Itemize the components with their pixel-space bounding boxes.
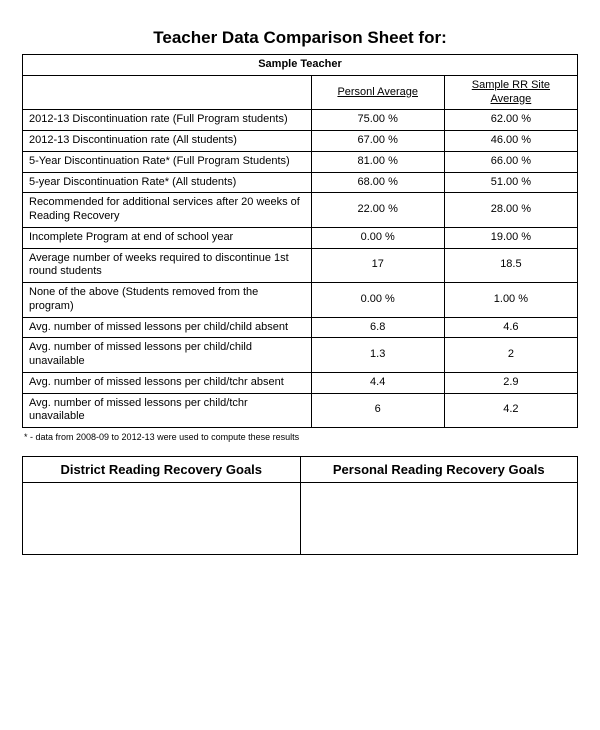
personal-goals-header: Personal Reading Recovery Goals — [300, 457, 578, 483]
row-value-personal: 6.8 — [311, 317, 444, 338]
row-value-personal: 22.00 % — [311, 193, 444, 228]
column-header-personal: Personl Average — [311, 75, 444, 110]
row-label: None of the above (Students removed from… — [23, 283, 312, 318]
row-label: Recommended for additional services afte… — [23, 193, 312, 228]
table-row: 5-Year Discontinuation Rate* (Full Progr… — [23, 151, 578, 172]
row-value-site: 2.9 — [444, 372, 577, 393]
row-value-personal: 75.00 % — [311, 110, 444, 131]
table-row: Recommended for additional services afte… — [23, 193, 578, 228]
row-value-site: 19.00 % — [444, 227, 577, 248]
district-goals-header: District Reading Recovery Goals — [23, 457, 301, 483]
row-value-personal: 67.00 % — [311, 131, 444, 152]
row-value-personal: 4.4 — [311, 372, 444, 393]
empty-header — [23, 75, 312, 110]
row-label: Avg. number of missed lessons per child/… — [23, 317, 312, 338]
row-label: 2012-13 Discontinuation rate (All studen… — [23, 131, 312, 152]
goals-table: District Reading Recovery Goals Personal… — [22, 456, 578, 555]
table-row: 5-year Discontinuation Rate* (All studen… — [23, 172, 578, 193]
row-value-site: 2 — [444, 338, 577, 373]
row-value-site: 4.2 — [444, 393, 577, 428]
row-value-site: 18.5 — [444, 248, 577, 283]
row-value-site: 1.00 % — [444, 283, 577, 318]
district-goals-cell — [23, 483, 301, 555]
row-value-personal: 1.3 — [311, 338, 444, 373]
row-label: 2012-13 Discontinuation rate (Full Progr… — [23, 110, 312, 131]
table-row: Average number of weeks required to disc… — [23, 248, 578, 283]
row-value-personal: 0.00 % — [311, 283, 444, 318]
row-value-site: 66.00 % — [444, 151, 577, 172]
table-row: Avg. number of missed lessons per child/… — [23, 372, 578, 393]
row-value-site: 4.6 — [444, 317, 577, 338]
table-row: 2012-13 Discontinuation rate (All studen… — [23, 131, 578, 152]
row-value-site: 51.00 % — [444, 172, 577, 193]
row-label: 5-Year Discontinuation Rate* (Full Progr… — [23, 151, 312, 172]
row-value-site: 28.00 % — [444, 193, 577, 228]
table-row: Avg. number of missed lessons per child/… — [23, 393, 578, 428]
row-label: Avg. number of missed lessons per child/… — [23, 372, 312, 393]
row-label: Average number of weeks required to disc… — [23, 248, 312, 283]
comparison-sheet: Teacher Data Comparison Sheet for: Sampl… — [0, 0, 600, 555]
row-value-site: 62.00 % — [444, 110, 577, 131]
row-value-personal: 68.00 % — [311, 172, 444, 193]
row-value-personal: 81.00 % — [311, 151, 444, 172]
teacher-name: Sample Teacher — [23, 55, 578, 76]
row-value-personal: 6 — [311, 393, 444, 428]
table-row: None of the above (Students removed from… — [23, 283, 578, 318]
row-label: Avg. number of missed lessons per child/… — [23, 338, 312, 373]
row-label: Avg. number of missed lessons per child/… — [23, 393, 312, 428]
table-row: Avg. number of missed lessons per child/… — [23, 317, 578, 338]
table-row: Incomplete Program at end of school year… — [23, 227, 578, 248]
row-value-personal: 17 — [311, 248, 444, 283]
data-table: Sample Teacher Personl Average Sample RR… — [22, 54, 578, 428]
row-label: Incomplete Program at end of school year — [23, 227, 312, 248]
footnote: * - data from 2008-09 to 2012-13 were us… — [22, 428, 578, 456]
table-row: Avg. number of missed lessons per child/… — [23, 338, 578, 373]
column-header-site: Sample RR Site Average — [444, 75, 577, 110]
personal-goals-cell — [300, 483, 578, 555]
table-row: 2012-13 Discontinuation rate (Full Progr… — [23, 110, 578, 131]
row-value-personal: 0.00 % — [311, 227, 444, 248]
row-label: 5-year Discontinuation Rate* (All studen… — [23, 172, 312, 193]
page-title: Teacher Data Comparison Sheet for: — [22, 28, 578, 48]
row-value-site: 46.00 % — [444, 131, 577, 152]
